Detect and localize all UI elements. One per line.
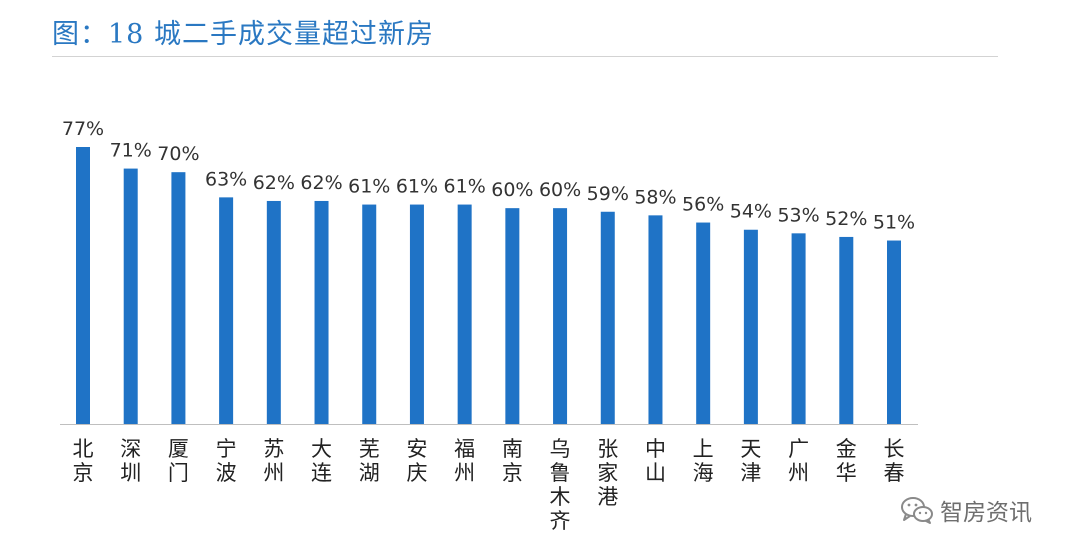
bar	[743, 229, 758, 424]
category-label: 北京	[73, 437, 94, 485]
bar	[409, 204, 424, 424]
bar	[887, 240, 901, 424]
category-label: 中山	[645, 437, 666, 485]
bar	[648, 215, 663, 424]
value-label: 54%	[730, 201, 772, 223]
category-label: 苏州	[263, 437, 284, 485]
bar-series	[76, 147, 901, 424]
value-label: 51%	[873, 212, 915, 234]
category-label: 长春	[884, 437, 905, 485]
value-label: 70%	[157, 143, 199, 165]
bar	[457, 204, 472, 424]
title-divider	[52, 56, 998, 57]
category-label: 乌鲁木齐	[550, 437, 571, 533]
value-label: 61%	[396, 176, 438, 198]
value-label: 71%	[110, 140, 152, 162]
category-label: 厦门	[168, 437, 189, 485]
category-label: 金华	[836, 437, 857, 485]
bar	[791, 233, 806, 424]
bar	[696, 222, 711, 424]
bar	[123, 168, 138, 424]
page-title: 图：18 城二手成交量超过新房	[52, 19, 434, 50]
value-label: 63%	[205, 168, 247, 190]
category-label: 天津	[740, 437, 761, 485]
bar	[76, 147, 90, 424]
category-label: 宁波	[216, 437, 237, 485]
bar	[553, 208, 568, 424]
bar	[171, 172, 186, 424]
value-label: 52%	[825, 208, 867, 230]
value-label: 60%	[539, 179, 581, 201]
wechat-icon	[901, 497, 933, 524]
value-label: 61%	[348, 176, 390, 198]
bar	[266, 200, 281, 424]
value-label-group: 77%71% 70%63% 62% 62% 61% 61% 61% 60% 60% 59% 58% 5…	[62, 118, 915, 234]
value-label: 77%	[62, 118, 104, 140]
watermark: 智房资讯	[900, 490, 1032, 530]
bar	[314, 200, 329, 424]
category-label: 南京	[502, 437, 523, 485]
value-label: 62%	[253, 172, 295, 194]
category-label: 深圳	[120, 437, 141, 485]
value-label: 60%	[491, 179, 533, 201]
category-label: 芜湖	[359, 437, 380, 485]
value-label: 56%	[682, 194, 724, 216]
value-label: 59%	[587, 183, 629, 205]
value-label: 58%	[634, 186, 676, 208]
category-label: 安庆	[406, 437, 427, 485]
category-label: 福州	[454, 437, 475, 485]
bar	[362, 204, 377, 424]
value-label: 62%	[300, 172, 342, 194]
category-label: 张家港	[597, 437, 618, 509]
category-label: 广州	[788, 437, 809, 485]
value-label: 53%	[777, 204, 819, 226]
watermark-label: 智房资讯	[940, 500, 1032, 526]
bar	[839, 236, 854, 424]
bar	[505, 208, 520, 424]
bar	[219, 197, 234, 424]
category-label: 上海	[693, 437, 714, 485]
value-label: 61%	[444, 176, 486, 198]
bar	[600, 211, 615, 424]
category-label: 大连	[311, 437, 332, 485]
